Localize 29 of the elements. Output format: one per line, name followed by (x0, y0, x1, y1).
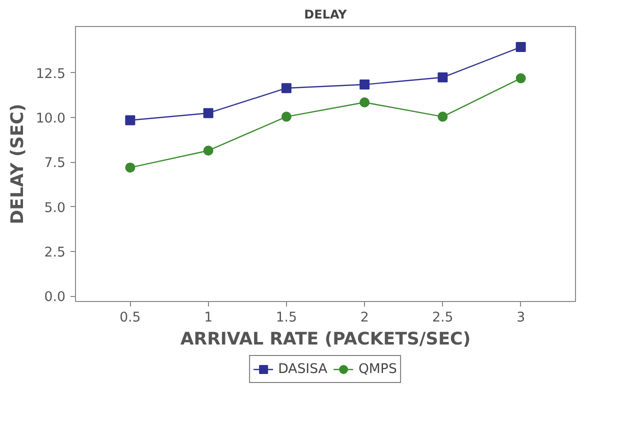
y-tick-label: 7.5 (44, 156, 66, 172)
y-axis-title: DELAY (SEC) (8, 104, 28, 224)
y-tick-label: 10.0 (36, 112, 66, 127)
point (125, 162, 136, 173)
point (360, 97, 370, 108)
x-tick-label: 2.5 (432, 310, 454, 326)
chart-title: DELAY (304, 8, 348, 22)
point (516, 42, 526, 52)
point (203, 146, 214, 156)
point (360, 80, 370, 90)
y-tick-label: 5.0 (44, 200, 66, 216)
x-tick-label: 3 (516, 310, 526, 326)
x-tick-label: 1 (204, 310, 213, 326)
x-axis-title: ARRIVAL RATE (PACKETS/SEC) (180, 330, 471, 350)
point (281, 83, 292, 94)
point (516, 73, 526, 84)
y-tick-label: 12.5 (36, 66, 66, 82)
x-tick-label: 2 (360, 310, 369, 326)
legend-label: QMPS (358, 362, 397, 376)
x-tick-label: 0.5 (120, 310, 141, 326)
y-tick-label: 0.0 (44, 290, 66, 306)
point (281, 112, 292, 122)
point (438, 112, 448, 122)
point (203, 108, 214, 118)
y-tick-label: 2.5 (44, 246, 66, 260)
legend-label: DASISA (278, 362, 328, 376)
x-tick-label: 1.5 (276, 310, 298, 326)
point (125, 115, 136, 126)
point (438, 72, 448, 82)
